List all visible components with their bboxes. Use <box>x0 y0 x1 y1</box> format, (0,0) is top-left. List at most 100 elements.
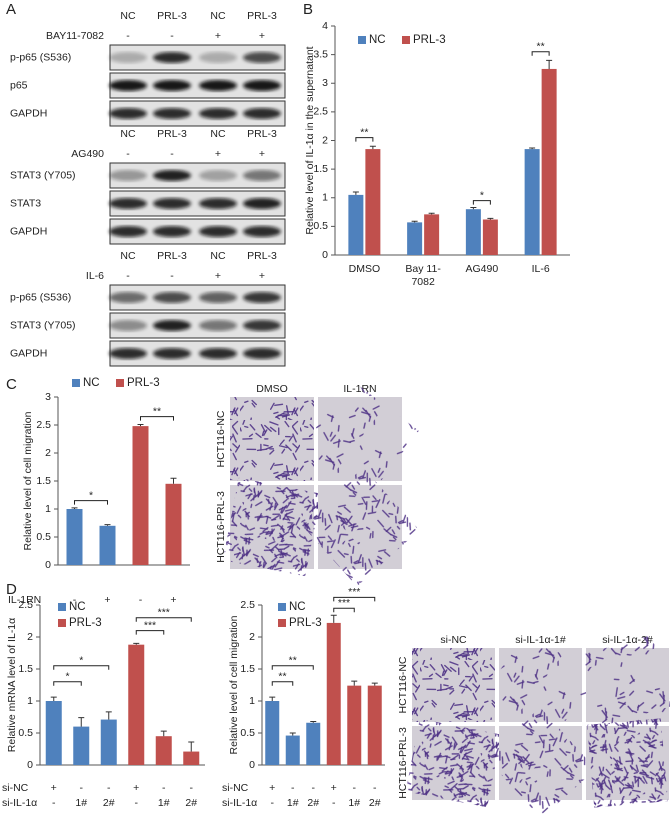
y-tick-label: 2 <box>45 447 51 459</box>
y-tick-label: 1 <box>249 695 255 707</box>
bar <box>99 525 116 565</box>
legend-swatch <box>278 619 286 627</box>
blot-band <box>109 170 147 181</box>
treatment-sign: - <box>170 148 174 160</box>
blot-band <box>153 198 191 209</box>
x-tick-label: 1# <box>75 797 87 809</box>
x-tick-label: 1# <box>287 797 299 809</box>
blot-band <box>243 108 281 119</box>
legend-swatch <box>58 603 66 611</box>
significance-bracket <box>135 630 165 635</box>
y-tick-label: 1 <box>322 192 328 204</box>
bar <box>100 719 117 765</box>
category-row-label: si-IL-1α <box>2 797 37 809</box>
significance-label: ** <box>278 671 286 683</box>
lane-label: NC <box>210 10 226 22</box>
error-bar <box>188 741 195 752</box>
bar <box>424 214 440 255</box>
bar <box>326 622 341 765</box>
y-tick-label: 0.5 <box>36 531 51 543</box>
significance-label: * <box>480 189 484 201</box>
y-axis-label: Relative level of IL-1α in the supernata… <box>304 46 316 234</box>
micrograph-cells <box>485 630 596 740</box>
significance-label: *** <box>144 619 156 631</box>
y-axis-label: Relative level of cell migration <box>22 411 34 550</box>
y-tick-label: 0 <box>249 759 255 771</box>
blot-band <box>153 320 191 331</box>
x-tick-label: 2# <box>307 797 319 809</box>
micrograph-row-label: HCT116-NC <box>397 656 409 713</box>
bar <box>347 685 362 765</box>
category-row-label: IL-1RN <box>8 594 41 606</box>
error-bar <box>104 524 111 526</box>
error-bar <box>330 614 337 623</box>
x-tick-label: + <box>104 594 110 606</box>
y-tick-label: 1.5 <box>18 663 33 675</box>
error-bar <box>352 191 359 195</box>
x-tick-label: IL-6 <box>532 263 550 275</box>
significance-label: ** <box>537 41 545 53</box>
y-tick-label: 2.5 <box>18 599 33 611</box>
y-tick-label: 2 <box>249 631 255 643</box>
blot-band <box>109 108 147 119</box>
significance-bracket <box>135 617 192 622</box>
treatment-sign: + <box>259 270 265 282</box>
legend-swatch <box>402 36 410 44</box>
error-bar <box>428 212 435 215</box>
lane-label: PRL-3 <box>157 128 187 140</box>
x-tick-label: - <box>73 594 77 606</box>
blot-row-label: p65 <box>10 79 28 91</box>
panel-label: D <box>6 581 17 598</box>
y-tick-label: 2 <box>322 134 328 146</box>
blot-band <box>199 170 237 181</box>
y-tick-label: 4 <box>322 20 328 32</box>
y-tick-label: 0.5 <box>240 727 255 739</box>
treatment-sign: - <box>170 30 174 42</box>
blot-row-label: GAPDH <box>10 225 47 237</box>
micrograph-cells <box>580 634 670 736</box>
y-tick-label: 3 <box>322 77 328 89</box>
y-tick-label: 1.5 <box>240 663 255 675</box>
blot-band <box>199 80 237 91</box>
blot-band <box>199 292 237 303</box>
treatment-sign: + <box>215 30 221 42</box>
blot-band <box>199 320 237 331</box>
x-tick-label: - <box>80 782 84 794</box>
category-row-label: si-NC <box>2 782 29 794</box>
x-tick-label: 2# <box>103 797 115 809</box>
blot-row-label: GAPDH <box>10 347 47 359</box>
error-bar <box>371 682 378 686</box>
blot-band <box>243 348 281 359</box>
blot-band <box>109 320 147 331</box>
legend-label: PRL-3 <box>413 34 446 46</box>
y-axis-label: Relative mRNA level of IL-1α <box>6 618 18 752</box>
error-bar <box>351 680 358 686</box>
significance-label: ** <box>360 126 368 138</box>
x-tick-label: - <box>135 797 139 809</box>
blot-row-label: STAT3 (Y705) <box>10 169 76 181</box>
micrograph-cells <box>412 648 495 722</box>
y-tick-label: 0 <box>322 249 328 261</box>
blot-band <box>243 320 281 331</box>
legend-label: NC <box>289 601 306 613</box>
bar <box>128 644 145 765</box>
significance-bracket <box>333 596 376 602</box>
blot-row-label: STAT3 <box>10 197 41 209</box>
x-tick-label: + <box>331 782 337 794</box>
x-tick-label: + <box>133 782 139 794</box>
significance-bracket <box>271 681 294 686</box>
error-bar <box>50 696 57 701</box>
blot-band <box>243 292 281 303</box>
blot-band <box>199 108 237 119</box>
blot-band <box>109 292 147 303</box>
x-tick-label: - <box>271 797 275 809</box>
legend-label: NC <box>69 601 86 613</box>
y-tick-label: 0 <box>27 759 33 771</box>
blot-band <box>153 226 191 237</box>
error-bar <box>71 507 78 509</box>
bar <box>265 701 280 765</box>
blot-band <box>199 348 237 359</box>
lane-label: PRL-3 <box>157 10 187 22</box>
significance-label: ** <box>153 405 161 417</box>
